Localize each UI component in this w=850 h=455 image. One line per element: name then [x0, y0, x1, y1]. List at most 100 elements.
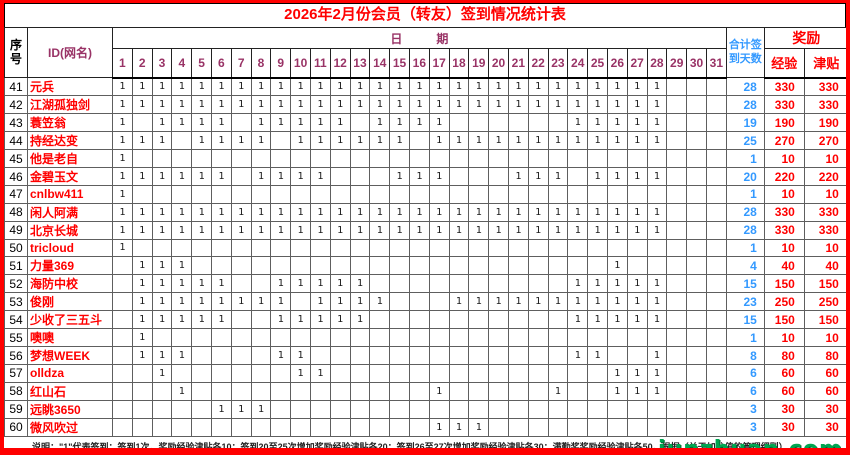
sign-day-cell [666, 381, 688, 401]
sign-day-cell [587, 364, 608, 383]
sign-day-cell [587, 149, 608, 168]
total-days-cell: 1 [725, 238, 765, 257]
sign-day-cell [448, 328, 470, 347]
sign-day-cell [408, 292, 430, 311]
member-row: 41 元兵 1 1 1 1 1 1 1 1 1 1 1 1 1 1 1 1 1 1 1 1 1 1 1 1 1 1 1 1 28 330 330 [4, 77, 846, 96]
sign-day-cell [488, 113, 509, 132]
sign-day-cell [309, 238, 331, 257]
sign-day-cell [666, 310, 688, 329]
sign-day-cell [468, 399, 490, 419]
sign-day-cell: 1 [507, 95, 529, 114]
sign-day-cell [547, 417, 569, 437]
sign-day-cell: 1 [349, 220, 371, 240]
sign-day-cell [408, 238, 430, 257]
sign-day-cell [329, 149, 351, 168]
member-name-cell: 微风吹过 [27, 417, 113, 437]
sign-day-cell [567, 399, 589, 419]
sign-day-cell [369, 346, 391, 365]
sign-day-cell [250, 328, 272, 347]
sign-day-cell: 1 [191, 202, 212, 222]
sign-day-cell [468, 274, 490, 293]
sign-day-cell: 1 [547, 381, 569, 401]
sign-day-cell [646, 256, 668, 275]
sign-day-cell: 1 [507, 220, 529, 240]
sign-day-cell [567, 256, 589, 275]
sign-day-cell [112, 274, 133, 293]
sign-day-cell: 1 [329, 131, 351, 150]
allowance-value-cell: 30 [803, 417, 846, 437]
reward-header: 奖励 [763, 27, 846, 49]
sign-day-cell: 1 [151, 77, 173, 96]
sign-day-cell: 1 [151, 310, 173, 329]
sign-day-cell: 1 [309, 202, 331, 222]
sign-day-cell: 1 [191, 220, 212, 240]
sign-day-cell: 1 [290, 77, 311, 96]
exp-value-cell: 10 [763, 185, 805, 204]
sign-day-cell [705, 256, 727, 275]
day-header-cell: 15 [389, 48, 410, 79]
sign-day-cell [606, 346, 628, 365]
sign-day-cell [448, 381, 470, 401]
sign-day-cell: 1 [270, 220, 292, 240]
member-row: 55 噢噢 1 1 10 10 [4, 328, 846, 347]
sign-day-cell: 1 [547, 167, 569, 186]
sign-day-cell [369, 381, 391, 401]
sign-day-cell [290, 238, 311, 257]
sign-day-cell [389, 256, 410, 275]
sign-day-cell [686, 95, 707, 114]
exp-value-cell: 270 [763, 131, 805, 150]
member-name-cell: 金碧玉文 [27, 167, 113, 186]
sign-day-cell [171, 238, 193, 257]
day-header-cell: 6 [210, 48, 232, 79]
sign-day-cell [448, 399, 470, 419]
sign-day-cell [547, 364, 569, 383]
sign-day-cell: 1 [151, 131, 173, 150]
member-name-cell: 少收了三五斗 [27, 310, 113, 329]
allowance-value-cell: 10 [803, 328, 846, 347]
sign-day-cell [191, 399, 212, 419]
member-name-cell: 闲人阿满 [27, 202, 113, 222]
sign-day-cell: 1 [171, 256, 193, 275]
allowance-value-cell: 150 [803, 274, 846, 293]
sign-day-cell [587, 328, 608, 347]
sign-day-cell: 1 [329, 202, 351, 222]
sign-day-cell: 1 [507, 131, 529, 150]
sign-day-cell: 1 [547, 220, 569, 240]
sign-day-cell [112, 292, 133, 311]
sign-day-cell: 1 [349, 274, 371, 293]
sign-day-cell [210, 417, 232, 437]
member-name-cell: 梦想WEEK [27, 346, 113, 365]
sign-day-cell: 1 [369, 131, 391, 150]
sign-day-cell [646, 417, 668, 437]
sign-day-cell [210, 149, 232, 168]
sign-day-cell [686, 381, 707, 401]
sign-day-cell: 1 [210, 399, 232, 419]
day-header-cell: 31 [705, 48, 727, 79]
sign-day-cell [705, 274, 727, 293]
day-header-cell: 1 [112, 48, 133, 79]
sign-day-cell [230, 364, 252, 383]
sign-day-cell: 1 [309, 167, 331, 186]
sign-day-cell: 1 [369, 77, 391, 96]
sign-day-cell: 1 [488, 77, 509, 96]
sign-day-cell: 1 [290, 95, 311, 114]
sign-day-cell: 1 [270, 113, 292, 132]
sign-day-cell: 1 [606, 131, 628, 150]
sign-day-cell [468, 149, 490, 168]
sign-day-cell [191, 328, 212, 347]
sign-day-cell [191, 256, 212, 275]
total-days-cell: 8 [725, 346, 765, 365]
sign-day-cell [290, 185, 311, 204]
sign-day-cell: 1 [191, 113, 212, 132]
allowance-value-cell: 40 [803, 256, 846, 275]
sign-day-cell: 1 [309, 274, 331, 293]
sign-day-cell: 1 [112, 238, 133, 257]
sign-day-cell [527, 346, 549, 365]
sign-day-cell: 1 [329, 77, 351, 96]
sign-day-cell [666, 256, 688, 275]
sign-day-cell: 1 [448, 417, 470, 437]
sign-day-cell [666, 417, 688, 437]
day-header-cell: 30 [686, 48, 707, 79]
day-header-cell: 16 [408, 48, 430, 79]
member-row: 47 cnlbw411 1 1 10 10 [4, 185, 846, 204]
